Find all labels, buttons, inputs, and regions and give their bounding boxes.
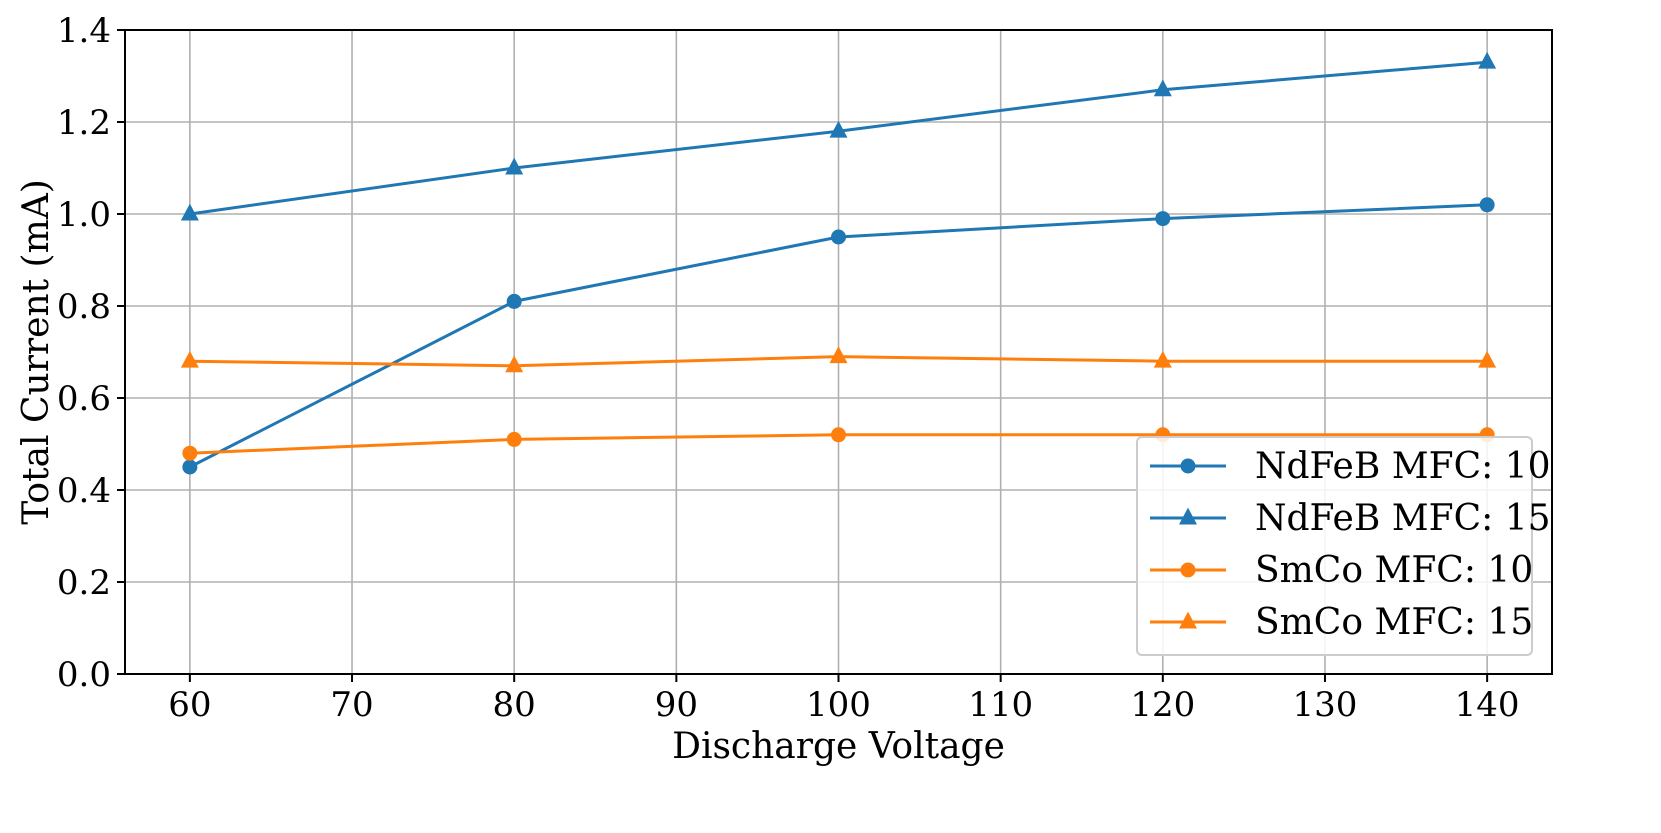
data-point: [506, 293, 522, 309]
data-point: [831, 427, 846, 443]
y-tick-label: 1.2: [57, 103, 111, 143]
data-point: [506, 431, 522, 447]
legend-marker: [1180, 562, 1196, 578]
x-tick-label: 120: [1130, 685, 1195, 725]
x-tick-label: 70: [330, 685, 373, 725]
legend-box: [1136, 436, 1533, 656]
y-tick-label: 1.0: [57, 195, 111, 235]
legend-label: NdFeB MFC: 10: [1255, 446, 1551, 487]
data-point: [1479, 197, 1495, 213]
series-1: [180, 51, 1497, 221]
data-point: [1478, 51, 1497, 69]
y-tick-label: 0.2: [57, 563, 111, 603]
x-tick-label: 140: [1455, 685, 1520, 725]
legend-marker: [1180, 458, 1196, 474]
legend: NdFeB MFC: 10 NdFeB MFC: 15 SmCo MFC: 10 Sm…: [1136, 436, 1551, 656]
legend-label: SmCo MFC: 15: [1255, 602, 1533, 643]
data-point: [829, 346, 848, 364]
legend-label: SmCo MFC: 10: [1255, 550, 1533, 591]
data-point: [829, 120, 848, 138]
y-tick-label: 1.4: [57, 11, 111, 51]
data-point: [1155, 211, 1171, 227]
series-0: [182, 197, 1495, 475]
x-tick-label: 110: [968, 685, 1033, 725]
legend-item: SmCo MFC: 15: [1150, 602, 1533, 643]
data-point: [831, 229, 846, 245]
data-point: [180, 203, 199, 221]
x-axis-title: Discharge Voltage: [672, 726, 1005, 767]
x-tick-label: 100: [806, 685, 871, 725]
y-tick-label: 0.8: [57, 287, 111, 327]
series-3: [180, 346, 1497, 373]
data-point: [1153, 350, 1172, 368]
y-tick-label: 0.0: [57, 655, 111, 695]
ticks: 60 70 80 90 100 110 120 130 140 0.0 0.2 0.4 0.6 0.8 1.…: [57, 11, 1520, 725]
legend-item: SmCo MFC: 10: [1150, 550, 1533, 591]
data-point: [505, 355, 524, 373]
y-tick-label: 0.6: [57, 379, 111, 419]
y-axis-title: Total Current (mA): [16, 179, 57, 525]
x-tick-label: 130: [1293, 685, 1358, 725]
data-point: [1478, 350, 1497, 368]
data-point: [182, 445, 198, 461]
x-tick-label: 80: [493, 685, 536, 725]
data-point: [1153, 79, 1172, 97]
legend-marker: [1179, 611, 1197, 629]
legend-item: NdFeB MFC: 10: [1150, 446, 1551, 487]
legend-item: NdFeB MFC: 15: [1150, 498, 1551, 539]
legend-marker: [1179, 507, 1197, 525]
y-tick-label: 0.4: [57, 471, 111, 511]
series-layer: [180, 51, 1497, 475]
data-point: [505, 157, 524, 175]
data-point: [182, 459, 198, 475]
data-point: [180, 350, 199, 368]
legend-label: NdFeB MFC: 15: [1255, 498, 1551, 539]
x-tick-label: 90: [655, 685, 698, 725]
x-tick-label: 60: [168, 685, 211, 725]
